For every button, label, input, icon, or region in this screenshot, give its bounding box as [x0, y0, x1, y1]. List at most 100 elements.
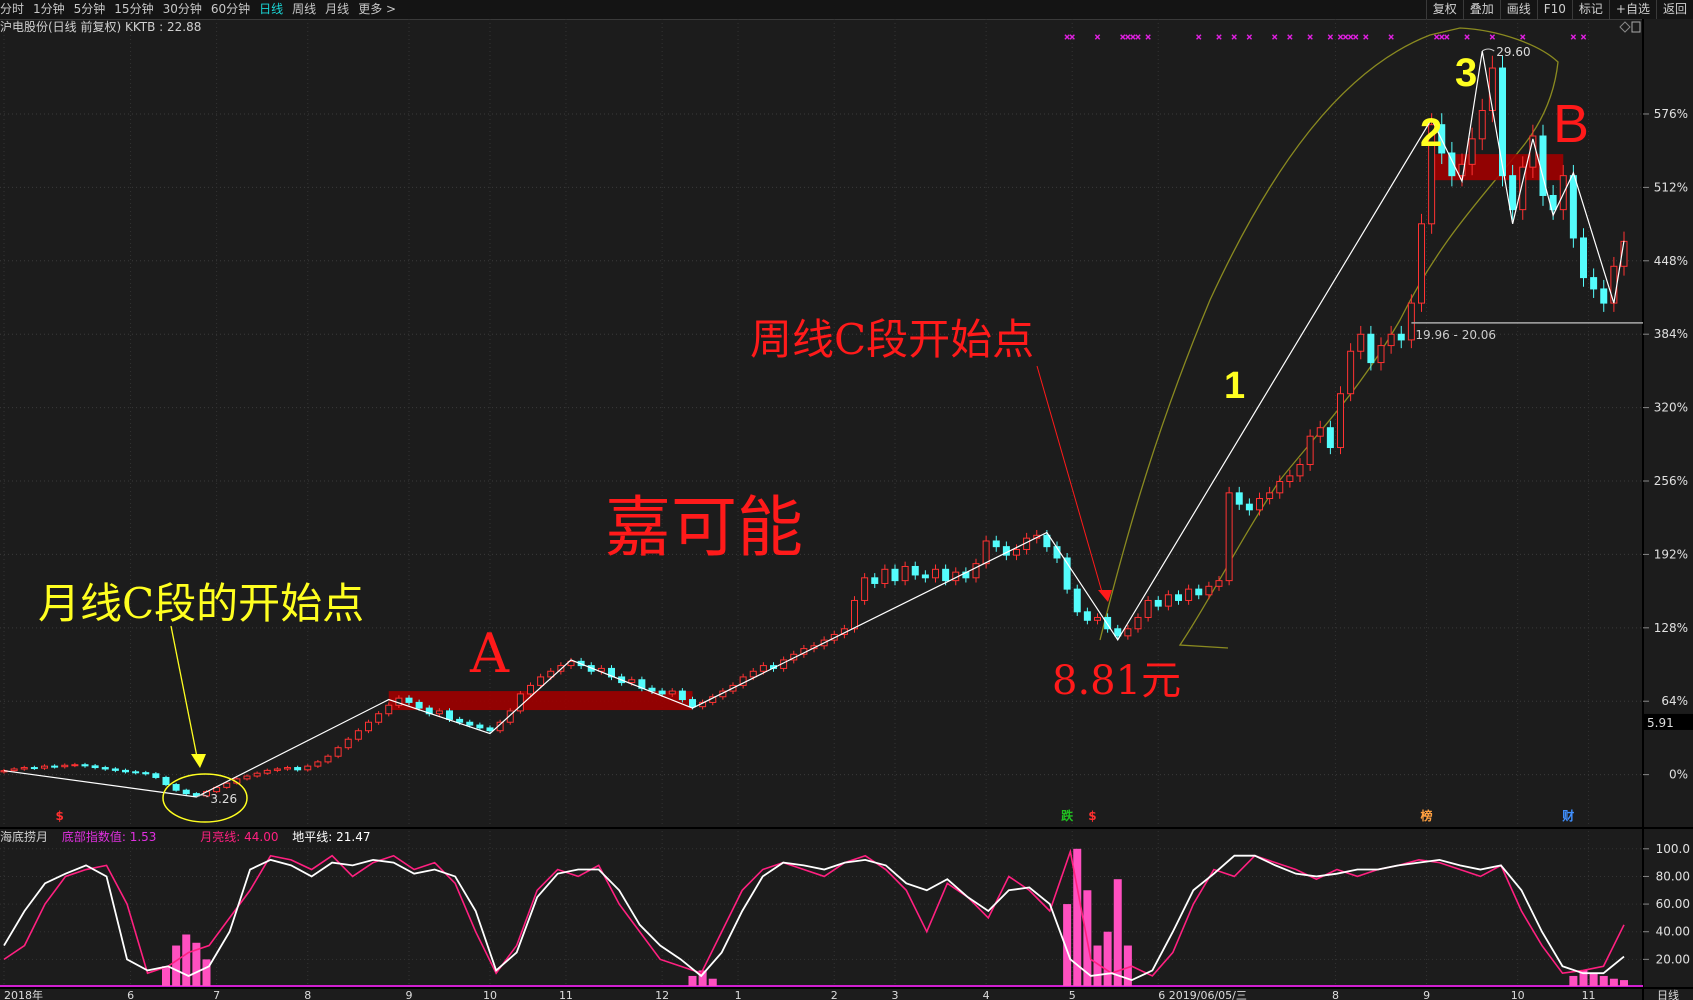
period-tab[interactable]: 60分钟 — [210, 2, 251, 16]
x-tick-label: 9 — [1423, 989, 1430, 1000]
signal-marker-cross-icon — [1342, 34, 1349, 40]
candle — [284, 765, 291, 771]
bottom-index-bar — [172, 945, 181, 986]
panel-toggle-icon[interactable] — [1631, 21, 1641, 33]
event-marker[interactable]: 财 — [1561, 808, 1574, 823]
period-tab[interactable]: 30分钟 — [162, 2, 202, 16]
candle — [1448, 141, 1456, 187]
period-tab[interactable]: 15分钟 — [114, 2, 154, 16]
period-tab[interactable]: 更多 > — [358, 2, 397, 16]
tool-button[interactable]: +自选 — [1608, 0, 1656, 19]
period-tab[interactable]: 1分钟 — [33, 2, 65, 16]
candle — [20, 765, 28, 771]
y-tick-label: 128% — [1654, 621, 1688, 635]
candle — [1367, 325, 1375, 371]
candle — [1347, 343, 1355, 402]
red-arrow — [1036, 365, 1103, 593]
candle — [1154, 596, 1162, 611]
period-tab[interactable]: 周线 — [292, 2, 317, 16]
period-tab[interactable]: 月线 — [325, 2, 350, 16]
candle — [101, 765, 109, 771]
signal-marker-cross-icon — [1337, 34, 1344, 40]
candle — [405, 695, 413, 706]
annotation-weekly-c-start: 周线C段开始点 — [750, 315, 1034, 364]
signal-marker-cross-icon — [1120, 34, 1126, 40]
candle — [1600, 279, 1608, 312]
candle — [911, 561, 919, 580]
tool-button[interactable]: 标记 — [1571, 0, 1609, 19]
tool-button[interactable]: 复权 — [1425, 0, 1463, 19]
candle — [871, 573, 879, 589]
bottom-index-bar — [192, 942, 201, 986]
candle — [1225, 486, 1233, 586]
signal-marker-cross-icon — [1130, 34, 1136, 40]
bottom-index-bar — [1123, 945, 1132, 986]
event-marker[interactable]: 跌 — [1061, 808, 1074, 823]
candle — [1559, 164, 1567, 220]
period-tab[interactable]: 分时 — [0, 2, 25, 16]
candle — [1195, 584, 1203, 600]
tool-button[interactable]: 画线 — [1499, 0, 1537, 19]
candle — [1387, 325, 1395, 354]
candle — [608, 665, 615, 681]
signal-marker-cross-icon — [1363, 34, 1369, 40]
x-tick-label: 9 — [406, 989, 413, 1000]
candle — [1245, 498, 1253, 516]
x-tick-label: 1 — [735, 989, 742, 1000]
candle — [881, 564, 889, 589]
candle — [61, 763, 69, 769]
horizon-line-label: 地平线: 21.47 — [292, 830, 371, 844]
candle — [415, 699, 423, 711]
signal-marker-cross-icon — [1464, 34, 1470, 40]
candle — [1266, 486, 1274, 505]
candle — [1276, 475, 1284, 499]
candle — [111, 767, 119, 773]
period-tab[interactable]: 5分钟 — [73, 2, 106, 16]
candle — [1407, 294, 1415, 349]
right-axis-panel — [1643, 19, 1693, 1000]
signal-marker-cross-icon — [1520, 34, 1526, 40]
annotation-a: A — [469, 622, 510, 685]
candle — [1104, 613, 1112, 633]
candle — [435, 708, 443, 717]
signal-marker-cross-icon — [1489, 34, 1496, 40]
annotation-wave-1: 1 — [1224, 365, 1245, 407]
x-tick-label: 12 — [655, 989, 669, 1000]
candle — [1580, 228, 1587, 287]
signal-marker-cross-icon — [1216, 34, 1222, 40]
candle — [1205, 581, 1213, 600]
bottom-index-bar — [1569, 975, 1578, 986]
event-marker[interactable]: $ — [1088, 809, 1096, 823]
low-point-circle — [162, 773, 248, 823]
price-label-leader — [196, 794, 209, 798]
candle — [1185, 584, 1193, 605]
tool-button[interactable]: F10 — [1536, 0, 1572, 19]
yellow-arrowhead — [191, 754, 206, 768]
candle — [182, 788, 190, 796]
candle — [1357, 325, 1365, 360]
signal-marker-cross-icon — [1347, 34, 1354, 40]
x-tick-label: 11 — [559, 989, 573, 1000]
candle — [1397, 325, 1405, 349]
period-tab[interactable]: 日线 — [259, 2, 284, 16]
candle — [972, 558, 980, 583]
x-tick-label: 3 — [892, 989, 899, 1000]
tool-button[interactable]: 返回 — [1655, 0, 1693, 19]
candle — [334, 745, 342, 759]
signal-marker-cross-icon — [1094, 34, 1101, 40]
candle — [1296, 458, 1304, 483]
candle — [152, 772, 160, 780]
candle — [678, 688, 686, 703]
event-marker[interactable]: 榜 — [1421, 808, 1433, 823]
x-tick-label: 8 — [1332, 989, 1339, 1000]
candle — [30, 765, 38, 770]
candle — [1256, 492, 1263, 516]
signal-marker-cross-icon — [1444, 34, 1450, 40]
tool-button[interactable]: 叠加 — [1462, 0, 1500, 19]
annotation-jiakeneng: 嘉可能 — [605, 489, 803, 566]
indicator-legend: 海底捞月 底部指数值: 1.53 月亮线: 44.00 地平线: 21.47 — [0, 829, 381, 845]
event-marker[interactable]: $ — [56, 809, 64, 823]
indicator-y-tick-label: 40.00 — [1656, 925, 1690, 939]
diamond-icon[interactable] — [1619, 21, 1631, 33]
